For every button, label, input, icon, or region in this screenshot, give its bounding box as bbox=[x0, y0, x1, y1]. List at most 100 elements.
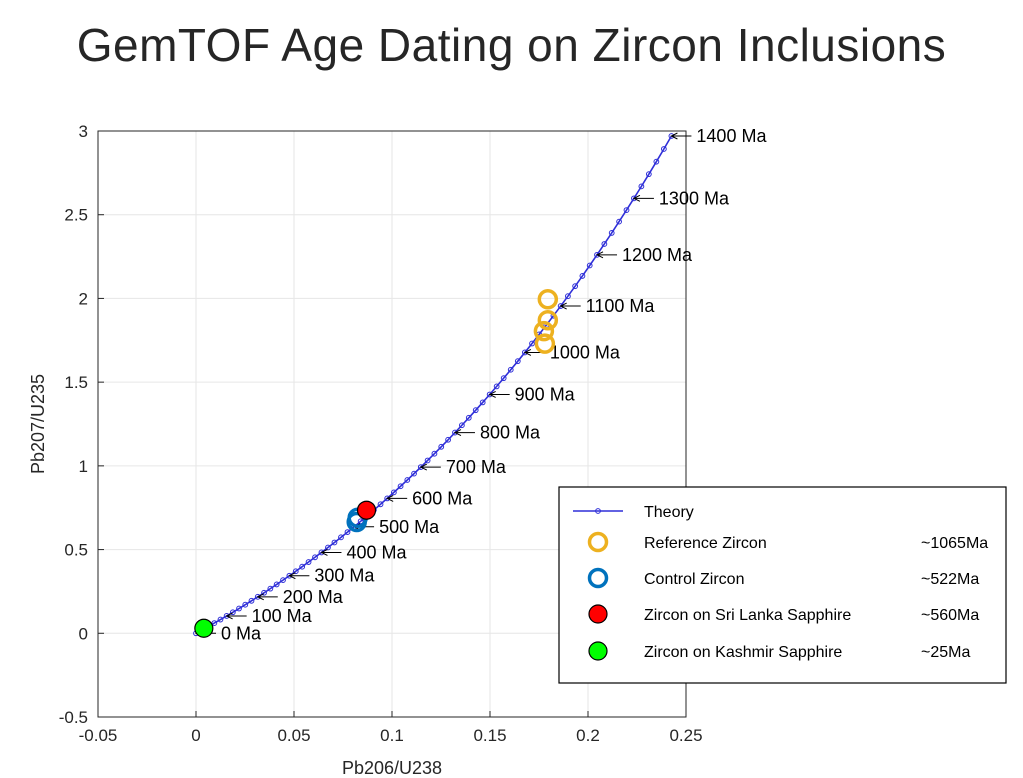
theory-marker bbox=[445, 436, 451, 443]
x-tick-label: 0.05 bbox=[277, 726, 310, 745]
legend-label: Zircon on Kashmir Sapphire bbox=[644, 644, 842, 661]
theory-marker bbox=[616, 218, 622, 225]
theory-marker bbox=[660, 146, 667, 152]
age-label: 1100 Ma bbox=[586, 296, 656, 316]
y-tick-label: 0 bbox=[79, 624, 88, 643]
theory-marker bbox=[261, 589, 267, 596]
legend-label: Zircon on Sri Lanka Sapphire bbox=[644, 607, 851, 624]
theory-marker bbox=[242, 601, 249, 608]
data-point bbox=[534, 333, 556, 354]
theory-marker bbox=[397, 483, 404, 490]
y-tick-label: 2.5 bbox=[64, 206, 88, 225]
theory-marker bbox=[377, 501, 384, 508]
theory-marker bbox=[565, 293, 571, 300]
theory-marker bbox=[638, 183, 645, 190]
theory-marker bbox=[305, 559, 312, 565]
theory-marker bbox=[572, 283, 579, 290]
legend-label: Reference Zircon bbox=[644, 535, 767, 552]
legend-marker bbox=[588, 641, 608, 661]
age-label: 500 Ma bbox=[379, 517, 440, 537]
age-arrowhead bbox=[670, 132, 678, 140]
age-label: 0 Ma bbox=[221, 623, 262, 643]
theory-marker bbox=[338, 534, 344, 541]
age-label: 200 Ma bbox=[283, 587, 344, 607]
theory-marker bbox=[312, 554, 318, 561]
legend-age: ~25Ma bbox=[921, 644, 970, 661]
legend: Theory Reference Zircon ~1065Ma Control Zir… bbox=[558, 486, 1007, 684]
data-point bbox=[194, 618, 214, 638]
theory-marker bbox=[458, 422, 465, 429]
age-label: 1200 Ma bbox=[622, 245, 693, 265]
theory-marker bbox=[390, 489, 397, 496]
theory-marker bbox=[424, 457, 431, 464]
theory-marker bbox=[472, 407, 479, 414]
age-label: 700 Ma bbox=[446, 457, 507, 477]
theory-marker bbox=[411, 470, 417, 477]
age-label: 400 Ma bbox=[346, 542, 407, 562]
age-arrowhead bbox=[595, 251, 604, 259]
theory-marker bbox=[248, 597, 255, 604]
age-arrowhead bbox=[386, 494, 394, 502]
age-arrowhead bbox=[225, 612, 233, 620]
theory-marker bbox=[586, 262, 593, 269]
theory-marker bbox=[267, 585, 274, 592]
x-tick-label: -0.05 bbox=[79, 726, 118, 745]
data-point bbox=[537, 289, 559, 310]
y-tick-label: 1 bbox=[79, 457, 88, 476]
age-arrowhead bbox=[559, 302, 567, 310]
x-axis-label: Pb206/U238 bbox=[342, 758, 442, 778]
theory-marker bbox=[529, 340, 535, 347]
theory-marker bbox=[500, 375, 507, 382]
x-tick-label: 0.25 bbox=[669, 726, 702, 745]
age-label: 300 Ma bbox=[314, 566, 375, 586]
theory-marker bbox=[357, 518, 364, 525]
theory-marker bbox=[601, 241, 608, 247]
legend-age: ~1065Ma bbox=[921, 535, 988, 552]
legend-theory-marker bbox=[595, 508, 601, 514]
legend-age: ~522Ma bbox=[921, 571, 979, 588]
age-arrowhead bbox=[256, 593, 264, 601]
age-arrowhead bbox=[632, 194, 641, 202]
y-tick-label: 1.5 bbox=[64, 373, 88, 392]
data-points bbox=[194, 289, 559, 638]
data-point bbox=[537, 309, 559, 331]
theory-marker bbox=[280, 577, 286, 584]
theory-marker bbox=[331, 539, 338, 546]
theory-marker bbox=[431, 450, 438, 457]
theory-marker bbox=[299, 563, 306, 570]
theory-marker bbox=[608, 230, 615, 236]
theory-marker bbox=[623, 207, 630, 213]
theory-marker bbox=[229, 609, 236, 616]
age-label: 1300 Ma bbox=[659, 188, 730, 208]
legend-marker bbox=[587, 531, 609, 553]
age-label: 1400 Ma bbox=[696, 126, 767, 146]
theory-marker bbox=[507, 366, 514, 373]
y-tick-label: 2 bbox=[79, 289, 88, 308]
age-arrowhead bbox=[419, 463, 428, 471]
x-tick-label: 0.2 bbox=[576, 726, 600, 745]
x-tick-label: 0.15 bbox=[473, 726, 506, 745]
legend-marker bbox=[588, 604, 608, 624]
age-arrowhead bbox=[320, 549, 328, 556]
data-point bbox=[533, 320, 555, 342]
y-tick-label: -0.5 bbox=[59, 708, 88, 727]
theory-marker bbox=[217, 616, 224, 623]
x-tick-label: 0 bbox=[191, 726, 200, 745]
theory-marker bbox=[236, 605, 242, 612]
legend-box bbox=[558, 486, 1007, 684]
theory-marker bbox=[653, 158, 660, 165]
legend-marker bbox=[587, 567, 609, 589]
age-label: 800 Ma bbox=[480, 423, 541, 443]
theory-marker bbox=[344, 529, 351, 535]
age-arrowhead bbox=[523, 348, 532, 356]
legend-label-theory: Theory bbox=[644, 504, 694, 521]
theory-marker bbox=[404, 477, 411, 483]
theory-marker bbox=[273, 581, 280, 588]
y-tick-label: 0.5 bbox=[64, 541, 88, 560]
theory-marker bbox=[325, 544, 331, 551]
theory-marker bbox=[645, 171, 652, 178]
legend-age: ~560Ma bbox=[921, 607, 979, 624]
data-point bbox=[346, 511, 367, 533]
y-tick-label: 3 bbox=[79, 122, 88, 141]
